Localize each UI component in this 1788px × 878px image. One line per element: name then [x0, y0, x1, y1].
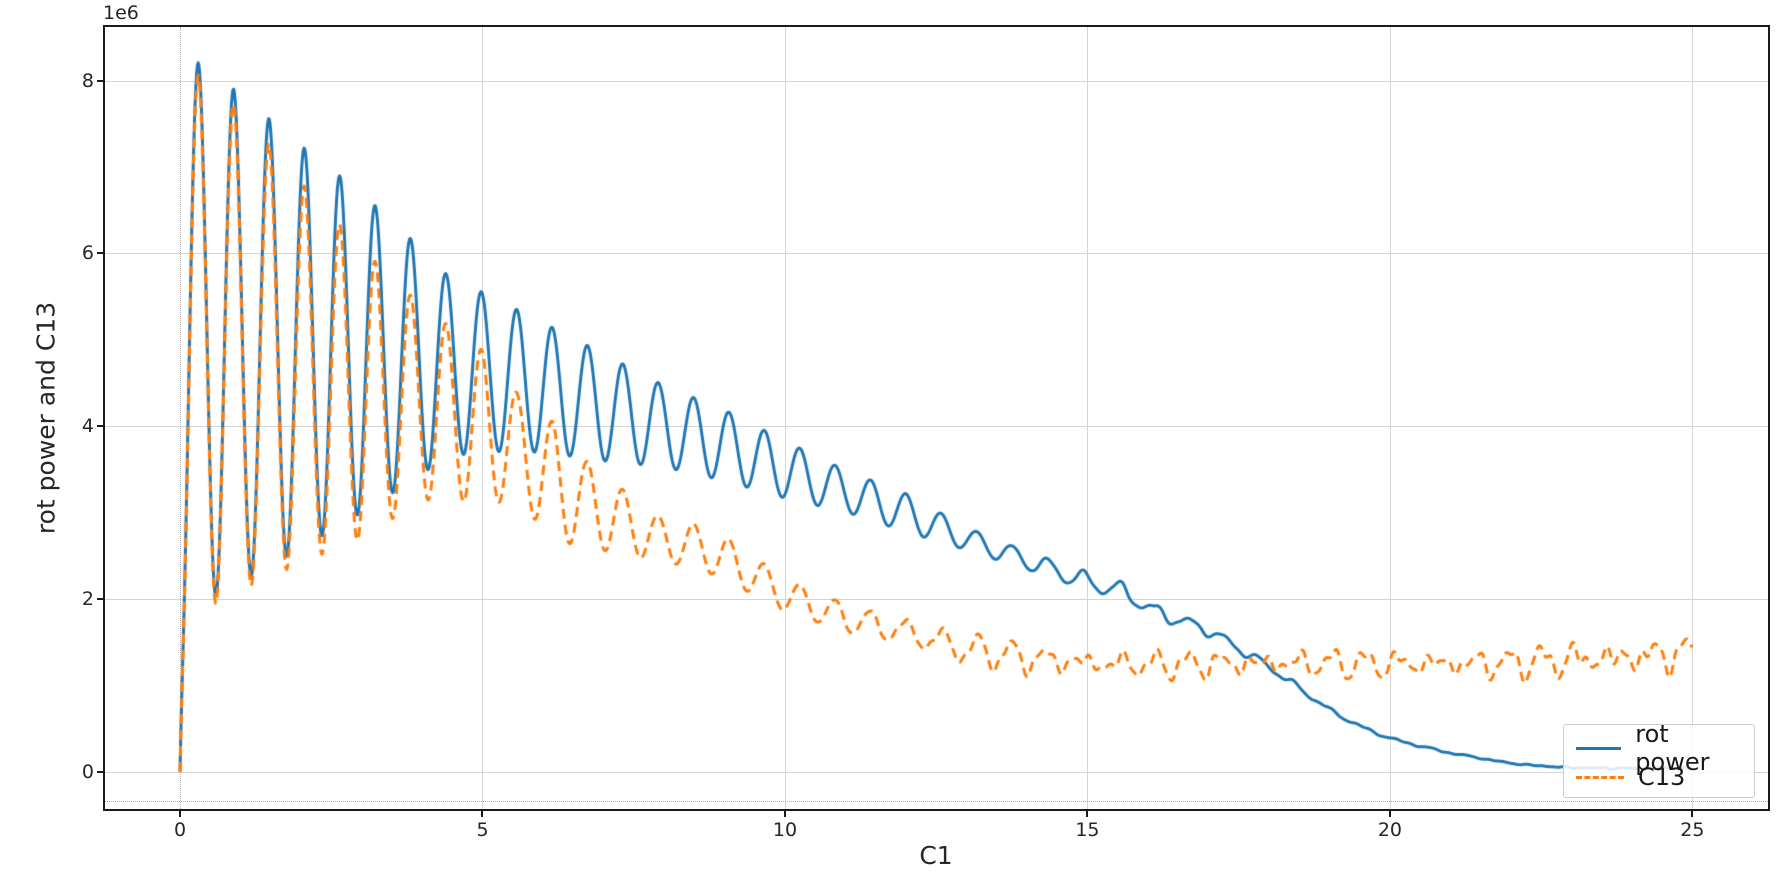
legend-entry-rot-power: rot power	[1576, 720, 1744, 776]
x-tick-label: 0	[173, 819, 187, 841]
x-tick-label: 20	[1377, 819, 1402, 841]
x-tick-mark	[783, 809, 786, 817]
x-tick-mark	[481, 809, 484, 817]
legend: rot power C13	[1563, 720, 1755, 798]
y-tick-mark	[97, 79, 105, 82]
x-tick-label: 10	[772, 819, 798, 841]
legend-entry-c13: C13	[1576, 763, 1744, 791]
plot-area	[103, 25, 1770, 811]
y-axis-offset-label: 1e6	[103, 2, 139, 24]
y-tick-label: 2	[81, 588, 94, 611]
x-tick-mark	[179, 809, 181, 817]
y-tick-label: 0	[81, 761, 94, 783]
y-tick-mark	[97, 598, 105, 601]
y-tick-mark	[97, 425, 105, 428]
legend-label: rot power	[1635, 720, 1710, 776]
legend-line-sample-dashed	[1576, 775, 1624, 779]
plot-canvas	[105, 27, 1768, 809]
x-tick-label: 25	[1680, 819, 1705, 841]
x-tick-label: 15	[1075, 819, 1100, 841]
y-tick-mark	[97, 771, 105, 773]
x-axis-label: C1	[919, 841, 953, 870]
y-tick-label: 8	[81, 69, 94, 92]
legend-label: C13	[1638, 763, 1686, 791]
x-tick-mark	[1086, 809, 1089, 817]
x-tick-label: 5	[476, 819, 489, 841]
x-tick-mark	[1691, 809, 1694, 817]
y-tick-mark	[97, 252, 105, 255]
legend-line-sample-solid	[1576, 746, 1622, 750]
y-tick-label: 6	[81, 242, 94, 265]
x-tick-mark	[1388, 809, 1391, 817]
y-tick-label: 4	[81, 415, 94, 438]
